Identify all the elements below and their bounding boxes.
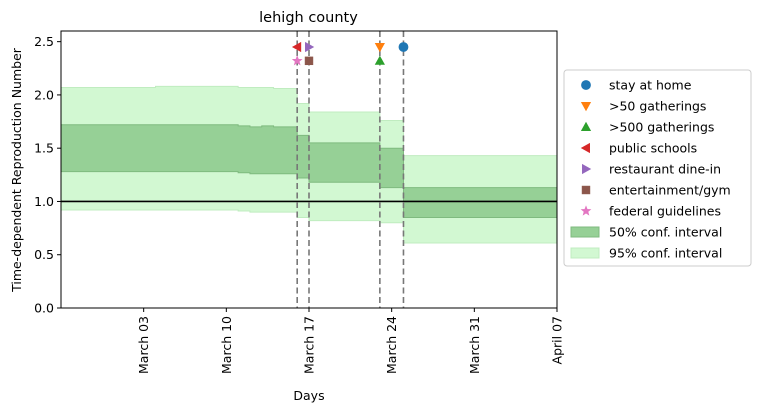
y-tick-label: 0.0	[34, 301, 54, 316]
intervention-marker	[305, 41, 315, 53]
y-tick-label: 2.5	[34, 34, 54, 49]
intervention-marker	[304, 56, 314, 66]
x-tick-label: March 10	[219, 316, 234, 374]
legend-label: >500 gatherings	[609, 120, 714, 135]
intervention-marker	[398, 42, 409, 52]
x-ticks-group: March 03 March 10 March 17 March 24 March 31…	[136, 308, 565, 374]
legend-label: >50 gatherings	[609, 99, 706, 114]
legend-marker	[580, 102, 592, 112]
y-tick-label: 1.0	[34, 194, 54, 209]
legend-marker	[580, 142, 590, 154]
legend: stay at home >50 gatherings >500 gathering…	[563, 69, 752, 267]
legend-label: 95% conf. interval	[609, 246, 722, 261]
vertical-lines-group	[296, 31, 405, 308]
intervention-markers-group	[291, 41, 409, 66]
y-tick-label: 2.0	[34, 87, 54, 102]
legend-label: entertainment/gym	[609, 183, 731, 198]
x-tick-label: March 24	[384, 316, 399, 374]
intervention-marker	[291, 41, 302, 53]
chart-title: lehigh county	[259, 10, 358, 26]
legend-marker	[581, 80, 591, 90]
legend-label: public schools	[609, 141, 697, 156]
x-tick-label: March 31	[467, 316, 482, 374]
x-axis-label: Days	[293, 388, 324, 403]
legend-label: stay at home	[609, 78, 692, 93]
x-tick-label: April 07	[550, 316, 565, 364]
intervention-marker	[291, 55, 303, 66]
legend-frame	[563, 69, 752, 267]
legend-label: restaurant dine-in	[609, 162, 721, 177]
y-axis-label: Time-dependent Reproduction Number	[9, 47, 24, 293]
legend-marker	[580, 205, 592, 216]
x-tick-label: March 17	[302, 316, 317, 374]
legend-marker	[581, 185, 591, 195]
legend-marker	[580, 121, 592, 131]
x-tick-label: March 03	[136, 316, 151, 374]
legend-label: 50% conf. interval	[609, 225, 722, 240]
y-tick-label: 1.5	[34, 141, 54, 156]
y-ticks-group: 0.0 0.5 1.0 1.5 2.0 2.5	[34, 34, 61, 316]
legend-swatch	[570, 247, 600, 259]
legend-swatch	[570, 226, 600, 238]
intervention-marker	[374, 55, 385, 65]
legend-label: federal guidelines	[609, 204, 721, 219]
legend-marker	[582, 163, 592, 175]
intervention-marker	[374, 42, 385, 53]
y-tick-label: 0.5	[34, 247, 54, 262]
